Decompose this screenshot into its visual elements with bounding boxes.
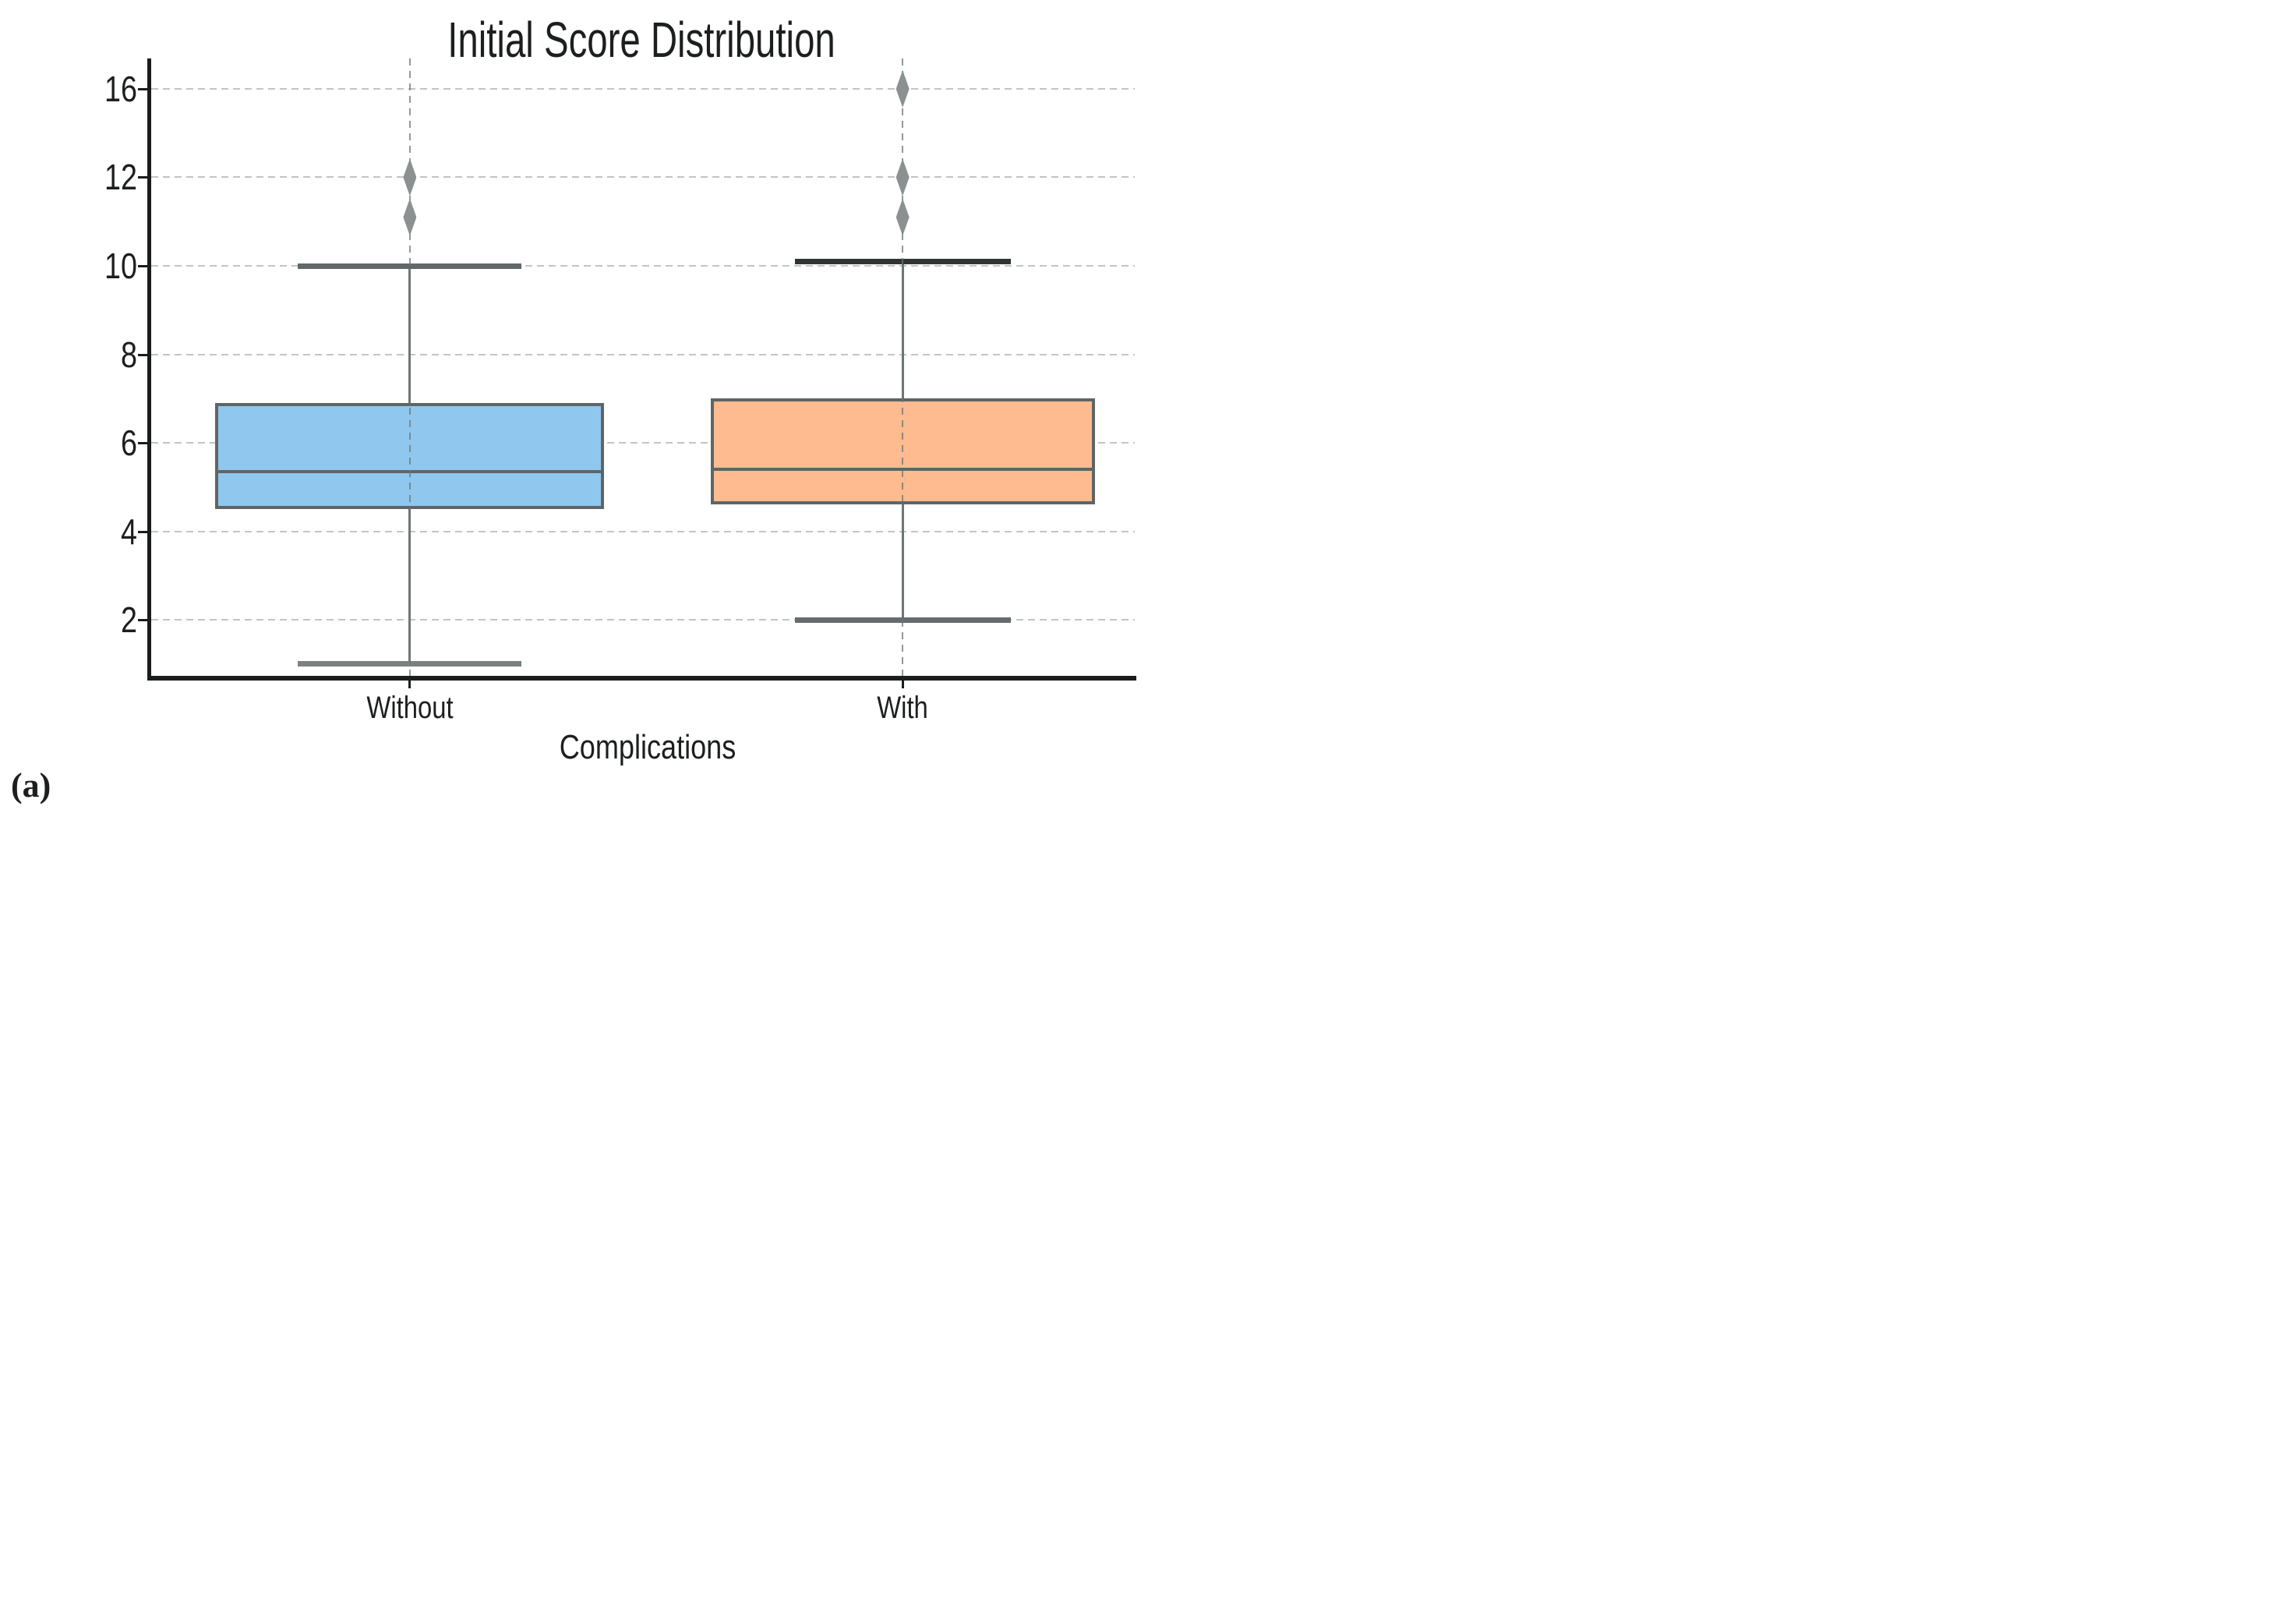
y-tick-label: 10 xyxy=(104,246,137,286)
y-tick-label: 12 xyxy=(104,157,137,198)
y-tick-label: 16 xyxy=(104,68,137,109)
plot-area: 16 12 10 8 6 4 2 Without With xyxy=(104,58,1135,725)
h-gridline xyxy=(151,265,1135,267)
outlier-diamond xyxy=(895,198,910,236)
y-tick xyxy=(138,619,147,621)
y-tick-label: 8 xyxy=(121,334,137,375)
v-gridline xyxy=(902,58,904,676)
y-tick-label: 4 xyxy=(121,511,137,552)
outlier-diamond xyxy=(403,158,417,196)
x-tick xyxy=(901,681,904,688)
y-tick xyxy=(138,176,147,179)
x-tick xyxy=(408,681,412,688)
outlier-diamond xyxy=(895,69,910,108)
outlier-diamond xyxy=(403,198,417,236)
category-label: With xyxy=(877,691,928,725)
y-tick xyxy=(138,353,147,356)
y-tick xyxy=(138,530,147,533)
x-axis-title: Complications xyxy=(559,728,736,766)
chart-title: Initial Score Distribution xyxy=(447,12,835,68)
x-axis-spine xyxy=(147,676,1136,681)
panel-label: (a) xyxy=(11,766,51,804)
v-gridline xyxy=(408,58,411,676)
y-tick xyxy=(138,442,147,444)
h-gridline xyxy=(151,87,1135,90)
y-tick-label: 6 xyxy=(121,423,137,463)
y-tick xyxy=(138,87,147,90)
category-label: Without xyxy=(366,691,454,725)
y-tick-label: 2 xyxy=(121,599,137,640)
h-gridline xyxy=(151,176,1135,179)
h-gridline xyxy=(151,530,1135,532)
outlier-diamond xyxy=(895,158,910,196)
y-axis-spine xyxy=(147,58,151,681)
h-gridline xyxy=(151,353,1135,355)
y-tick xyxy=(138,265,147,267)
h-gridline xyxy=(151,619,1135,621)
figure: Initial Score Distribution 16 12 10 8 6 4 2 Wi… xyxy=(0,0,1148,812)
h-gridline xyxy=(151,442,1135,444)
